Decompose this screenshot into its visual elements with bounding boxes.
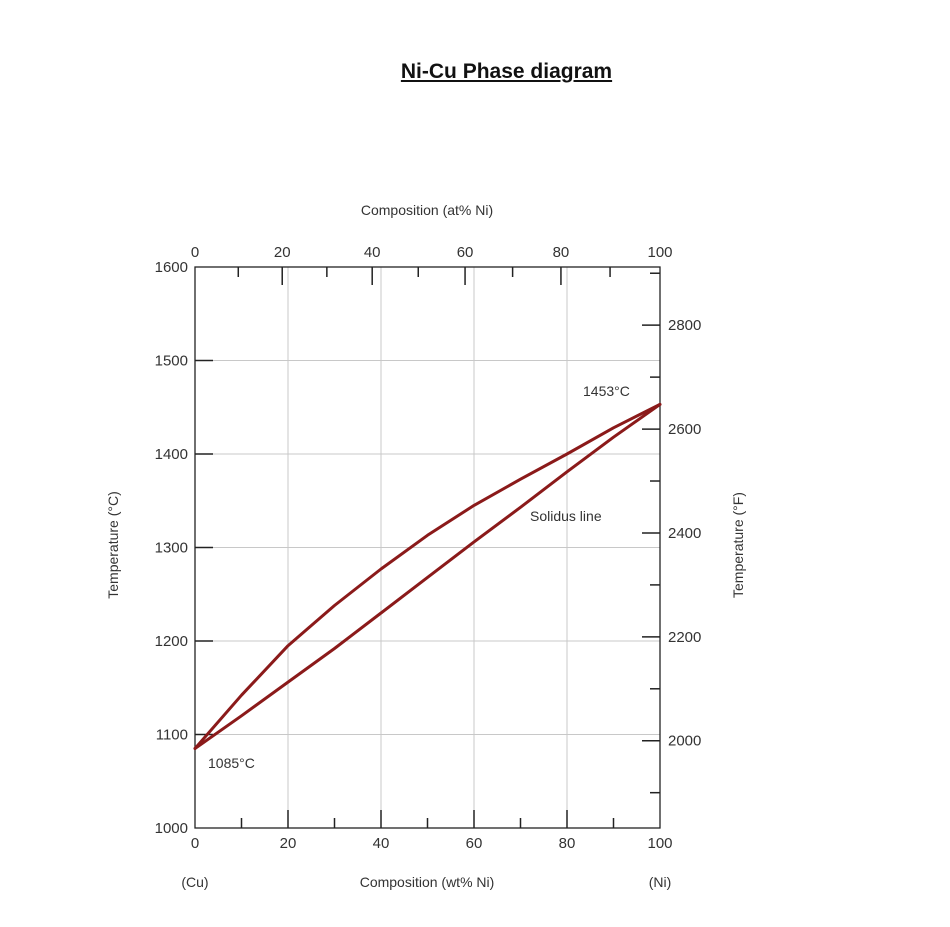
x-axis-bottom-label: Composition (wt% Ni) [360, 874, 495, 890]
solidus-line-label: Solidus line [530, 508, 602, 524]
right-tick-label: 2400 [668, 525, 701, 542]
bottom-tick-label: 60 [466, 835, 483, 852]
axis-ticks [195, 267, 660, 828]
top-tick-label: 60 [457, 244, 474, 261]
right-tick-label: 2200 [668, 629, 701, 646]
cu-endpoint-label: (Cu) [181, 874, 208, 890]
page-title: Ni-Cu Phase diagram [400, 60, 613, 83]
left-tick-label: 1300 [155, 540, 188, 557]
bottom-tick-label: 20 [280, 835, 297, 852]
right-tick-label: 2800 [668, 317, 701, 334]
bottom-tick-label: 40 [373, 835, 390, 852]
y-axis-right-label: Temperature (°F) [730, 492, 746, 598]
top-tick-label: 20 [274, 244, 291, 261]
left-tick-label: 1600 [155, 259, 188, 276]
tick-labels: 0 20 40 60 80 1000 20 40 60 80 1001000110012001300… [155, 244, 702, 852]
top-tick-label: 80 [553, 244, 570, 261]
bottom-tick-label: 100 [647, 835, 672, 852]
x-axis-top-label: Composition (at% Ni) [361, 202, 493, 218]
right-tick-label: 2000 [668, 733, 701, 750]
bottom-tick-label: 0 [191, 835, 199, 852]
ni-endpoint-label: (Ni) [649, 874, 672, 890]
bottom-tick-label: 80 [559, 835, 576, 852]
left-tick-label: 1100 [156, 727, 188, 744]
cu-melting-point-label: 1085°C [208, 755, 255, 771]
right-tick-label: 2600 [668, 421, 701, 438]
solidus-curve [193, 402, 662, 750]
top-tick-label: 40 [364, 244, 381, 261]
y-axis-left-label: Temperature (°C) [105, 491, 121, 599]
left-tick-label: 1500 [155, 353, 188, 370]
grid [195, 267, 660, 828]
top-tick-label: 0 [191, 244, 199, 261]
top-tick-label: 100 [647, 244, 672, 261]
left-tick-label: 1200 [155, 633, 188, 650]
ni-melting-point-label: 1453°C [583, 383, 630, 399]
left-tick-label: 1000 [155, 820, 188, 837]
phase-curves [193, 402, 662, 750]
liquidus-curve [193, 402, 662, 750]
left-tick-label: 1400 [155, 446, 188, 463]
